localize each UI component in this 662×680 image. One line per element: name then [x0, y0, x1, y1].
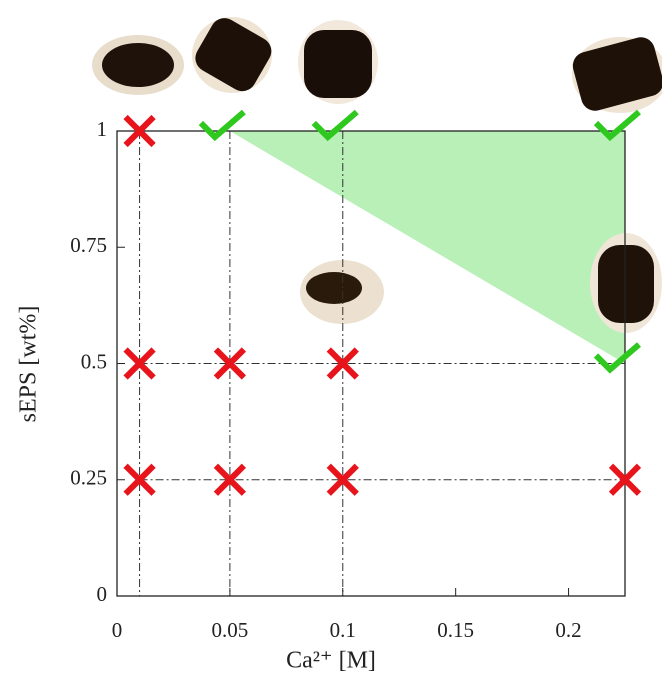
feasible-region — [230, 131, 625, 364]
y-tick-label: 0.5 — [81, 349, 107, 373]
page: {"chart_data": {"type": "scatter", "xlab… — [0, 0, 662, 680]
x-tick-label: 0.15 — [437, 618, 474, 642]
y-tick-label: 0.25 — [70, 466, 107, 490]
y-tick-label: 0 — [97, 582, 108, 606]
gel-photo — [190, 13, 276, 96]
x-tick-label: 0.2 — [555, 618, 581, 642]
x-tick-label: 0 — [112, 618, 123, 642]
chart: Ca²⁺ [M] sEPS [wt%] 0 0.05 0.1 0.15 0.2 0 0.25… — [0, 0, 662, 680]
success-marker — [596, 112, 639, 137]
y-tick-label: 1 — [97, 117, 108, 141]
y-axis-label: sEPS [wt%] — [16, 306, 42, 423]
x-axis-label: Ca²⁺ [M] — [286, 648, 376, 674]
y-tick-label: 0.75 — [70, 233, 107, 257]
gel-photo — [102, 43, 174, 87]
gel-photo — [598, 245, 654, 323]
gel-photo — [304, 30, 372, 98]
x-tick-label: 0.1 — [330, 618, 356, 642]
x-tick-label: 0.05 — [212, 618, 249, 642]
gel-photo — [306, 272, 362, 304]
